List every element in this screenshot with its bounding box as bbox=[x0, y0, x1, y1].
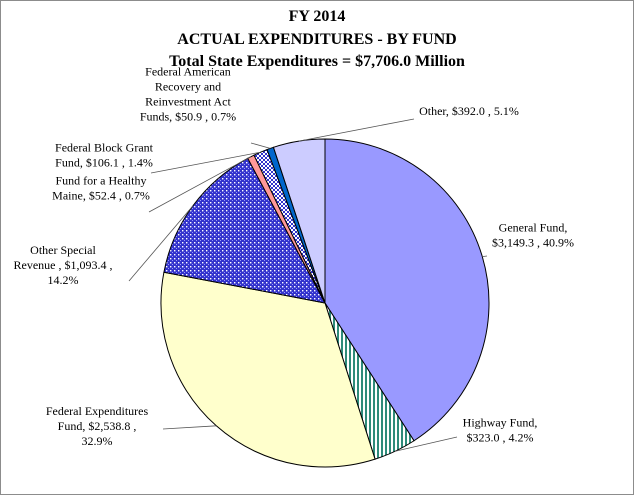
pie-slice-other bbox=[272, 138, 326, 304]
slice-label-federal-expenditures-fund: Federal Expenditures Fund, $2,538.8 , 32.9… bbox=[46, 404, 149, 448]
leader-line-general-fund bbox=[482, 255, 488, 257]
slice-label-other: Other, $392.0 , 5.1% bbox=[419, 104, 519, 118]
slice-label-highway-fund: Highway Fund, $323.0 , 4.2% bbox=[463, 416, 538, 445]
leader-line-federal-expenditures-fund bbox=[162, 425, 217, 430]
leader-line-federal-block-grant-fund bbox=[150, 151, 261, 174]
leader-line-highway-fund bbox=[395, 436, 458, 452]
slice-label-general-fund: General Fund, $3,149.3 , 40.9% bbox=[492, 221, 574, 250]
leader-line-fund-for-a-healthy-maine bbox=[148, 156, 252, 213]
chart-subtitle: ACTUAL EXPENDITURES - BY FUND bbox=[177, 31, 457, 48]
slice-label-other-special-revenue: Other Special Revenue , $1,093.4 , 14.2% bbox=[14, 243, 113, 287]
chart-subtitle-total: Total State Expenditures = $7,706.0 Mill… bbox=[169, 53, 465, 70]
slice-label-federal-block-grant-fund: Federal Block Grant Fund, $106.1 , 1.4% bbox=[55, 141, 154, 170]
chart-title: FY 2014 bbox=[288, 8, 346, 25]
slice-label-federal-american-recovery-and-reinvestment-act-funds: Federal American Recovery and Reinvestment… bbox=[140, 65, 236, 124]
slice-label-fund-for-a-healthy-maine: Fund for a Healthy Maine, $52.4 , 0.7% bbox=[52, 174, 150, 203]
leader-line-federal-american-recovery-and-reinvestment-act-funds bbox=[250, 142, 271, 149]
leader-line-other-special-revenue bbox=[128, 205, 194, 282]
leader-line-other bbox=[298, 118, 415, 142]
